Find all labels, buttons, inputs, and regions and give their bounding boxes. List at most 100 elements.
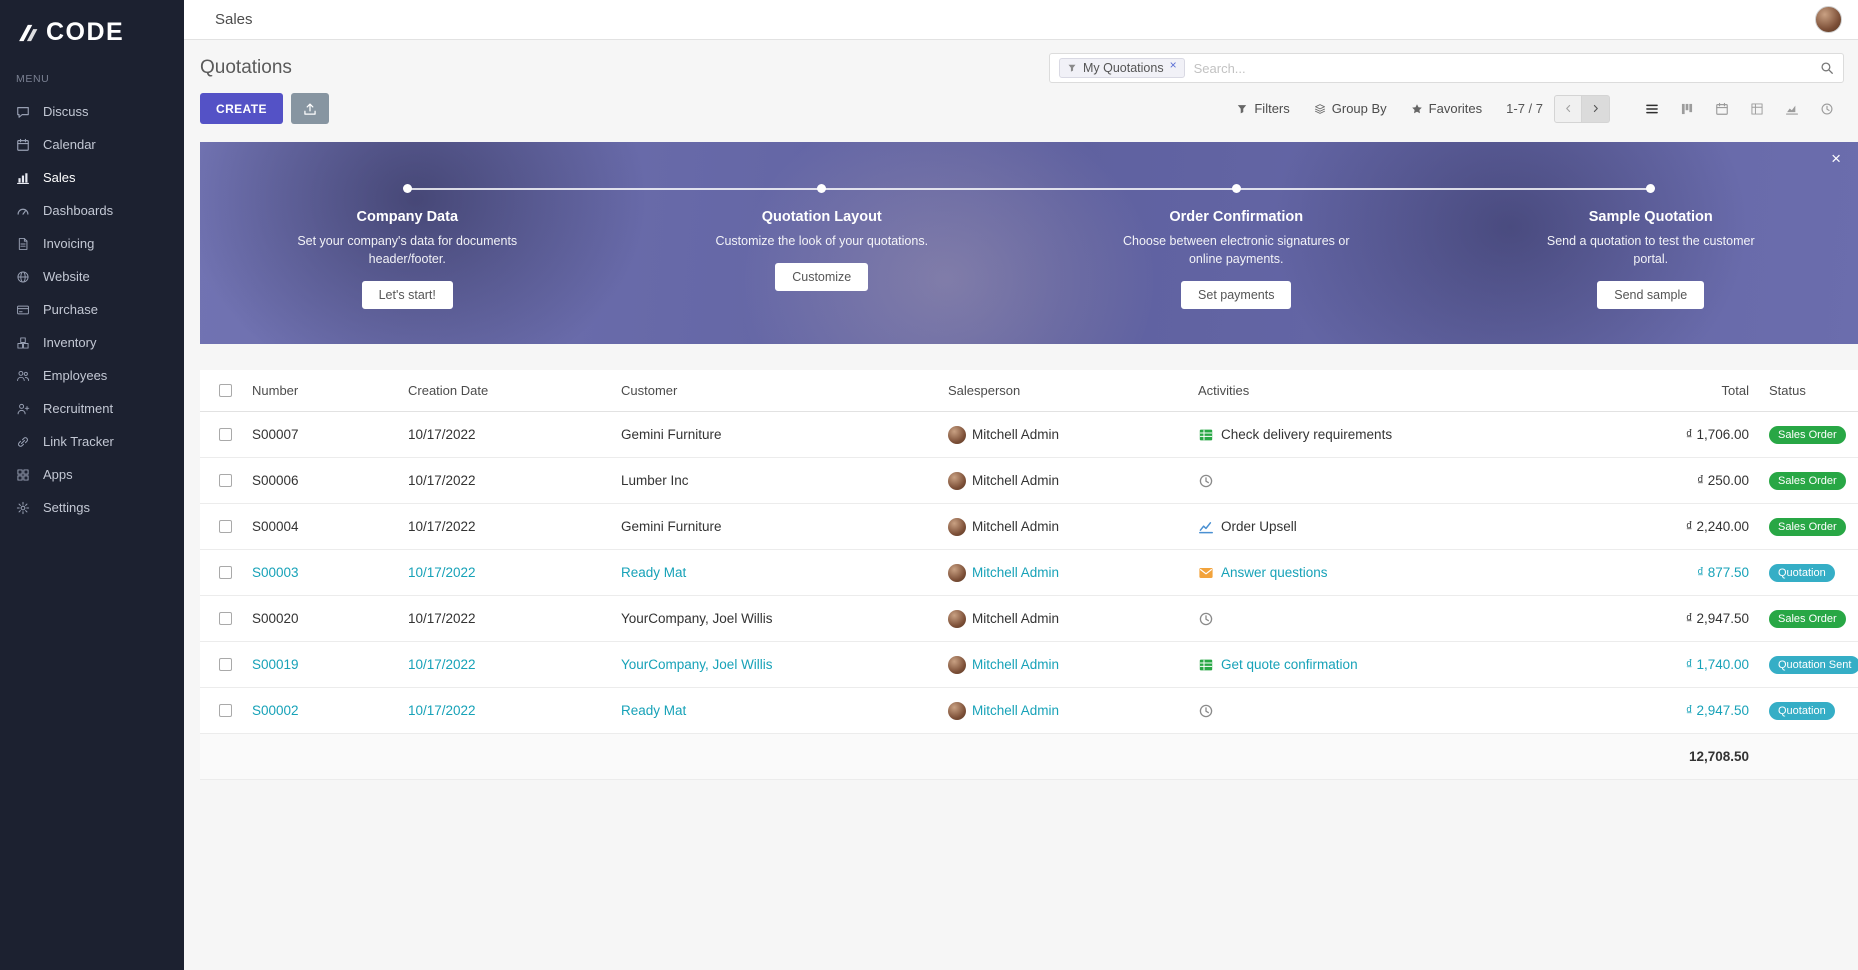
table-row[interactable]: S00020 10/17/2022 YourCompany, Joel Will… (200, 596, 1858, 642)
current-app-label[interactable]: Sales (215, 11, 253, 28)
column-header-status[interactable]: Status (1769, 383, 1806, 398)
pager-next-button[interactable] (1582, 94, 1610, 123)
cell-activities[interactable]: Get quote confirmation (1198, 657, 1559, 673)
row-checkbox[interactable] (219, 520, 232, 533)
sidebar-item-employees[interactable]: Employees (0, 359, 184, 392)
table-row[interactable]: S00006 10/17/2022 Lumber Inc Mitchell Ad… (200, 458, 1858, 504)
salesperson-avatar (948, 471, 966, 490)
sidebar-item-website[interactable]: Website (0, 260, 184, 293)
activity-label: Order Upsell (1221, 519, 1297, 534)
salesperson-avatar (948, 563, 966, 582)
table-row[interactable]: S00003 10/17/2022 Ready Mat Mitchell Adm… (200, 550, 1858, 596)
table-row[interactable]: S00019 10/17/2022 YourCompany, Joel Will… (200, 642, 1858, 688)
user-plus-icon (16, 402, 32, 416)
cell-number: S00020 (252, 611, 299, 626)
cell-activities[interactable]: Order Upsell (1198, 519, 1559, 535)
banner-close-icon[interactable]: × (1831, 149, 1841, 168)
sidebar-item-dashboards[interactable]: Dashboards (0, 194, 184, 227)
sidebar-item-label: Employees (43, 368, 108, 383)
graph-view-button[interactable] (1774, 95, 1809, 123)
kanban-view-button[interactable] (1669, 95, 1704, 123)
cell-total: ₫ 2,947.50 (1685, 703, 1749, 718)
column-header-sales[interactable]: Salesperson (948, 383, 1021, 398)
status-badge: Quotation (1769, 563, 1835, 582)
step-dot-icon (1646, 184, 1656, 193)
search-facet[interactable]: My Quotations × (1059, 58, 1185, 78)
user-avatar[interactable] (1815, 6, 1842, 33)
cell-activities[interactable]: Answer questions (1198, 565, 1559, 581)
topbar-systray (1758, 6, 1842, 33)
row-checkbox[interactable] (219, 704, 232, 717)
sidebar-item-recruitment[interactable]: Recruitment (0, 392, 184, 425)
step-title: Company Data (356, 209, 459, 225)
create-button[interactable]: CREATE (200, 93, 283, 124)
cell-creation-date: 10/17/2022 (408, 565, 476, 580)
list-view-button[interactable] (1634, 95, 1669, 123)
column-header-activity[interactable]: Activities (1198, 383, 1250, 398)
sidebar-item-inventory[interactable]: Inventory (0, 326, 184, 359)
table-row[interactable]: S00007 10/17/2022 Gemini Furniture Mitch… (200, 412, 1858, 458)
salesperson-avatar (948, 609, 966, 628)
salesperson-avatar (948, 655, 966, 674)
step-description: Set your company's data for documents he… (297, 234, 518, 267)
sidebar-item-sales[interactable]: Sales (0, 161, 184, 194)
sidebar-item-settings[interactable]: Settings (0, 491, 184, 524)
grid-icon (16, 468, 32, 482)
row-checkbox[interactable] (219, 428, 232, 441)
step-action-button[interactable]: Let's start! (361, 281, 453, 310)
sidebar-menu: Discuss Calendar Sales Dashboards Invoicing W… (0, 95, 184, 524)
table-row[interactable]: S00002 10/17/2022 Ready Mat Mitchell Adm… (200, 688, 1858, 734)
sidebar-item-discuss[interactable]: Discuss (0, 95, 184, 128)
step-action-button[interactable]: Send sample (1597, 281, 1705, 310)
link-icon (16, 435, 32, 449)
row-checkbox[interactable] (219, 566, 232, 579)
row-checkbox[interactable] (219, 612, 232, 625)
cell-number: S00002 (252, 703, 299, 718)
status-badge: Sales Order (1769, 517, 1846, 536)
cell-customer: Ready Mat (621, 703, 687, 718)
chevron-right-icon (1590, 103, 1601, 114)
group-by-button[interactable]: Group By (1314, 101, 1387, 116)
cell-activities[interactable] (1198, 473, 1559, 489)
calendar-view-button[interactable] (1704, 95, 1739, 123)
search-input[interactable] (1193, 60, 1811, 76)
cell-activities[interactable]: Check delivery requirements (1198, 427, 1559, 443)
sidebar-item-calendar[interactable]: Calendar (0, 128, 184, 161)
filters-button[interactable]: Filters (1236, 101, 1290, 116)
table-row[interactable]: S00004 10/17/2022 Gemini Furniture Mitch… (200, 504, 1858, 550)
cell-salesperson: Mitchell Admin (948, 517, 1198, 536)
search-bar[interactable]: My Quotations × (1049, 53, 1844, 83)
row-checkbox[interactable] (219, 658, 232, 671)
select-all-checkbox[interactable] (219, 384, 232, 397)
column-header-number[interactable]: Number (252, 383, 299, 398)
search-icon[interactable] (1820, 61, 1834, 75)
sidebar-item-invoicing[interactable]: Invoicing (0, 227, 184, 260)
sidebar-item-purchase[interactable]: Purchase (0, 293, 184, 326)
row-checkbox[interactable] (219, 474, 232, 487)
column-header-total[interactable]: Total (1721, 383, 1749, 398)
app-logo[interactable]: CODE (0, 0, 184, 65)
sidebar-item-link-tracker[interactable]: Link Tracker (0, 425, 184, 458)
cell-activities[interactable] (1198, 611, 1559, 627)
chart-line-icon (1198, 519, 1214, 535)
pivot-view-button[interactable] (1739, 95, 1774, 123)
import-button[interactable] (290, 93, 329, 124)
step-action-button[interactable]: Customize (775, 263, 869, 292)
activity-view-button[interactable] (1809, 95, 1844, 123)
sidebar-item-label: Inventory (43, 335, 97, 350)
cell-status: Sales Order (1769, 425, 1858, 444)
favorites-button[interactable]: Favorites (1411, 101, 1482, 116)
cell-activities[interactable] (1198, 703, 1559, 719)
facet-remove-icon[interactable]: × (1169, 58, 1177, 72)
sidebar-item-apps[interactable]: Apps (0, 458, 184, 491)
chevron-left-icon (1563, 103, 1574, 114)
pager: 1-7 / 7 (1506, 94, 1610, 123)
grand-total: 12,708.50 (1688, 749, 1749, 764)
step-action-button[interactable]: Set payments (1181, 281, 1292, 310)
cell-salesperson: Mitchell Admin (948, 655, 1198, 674)
column-header-customer[interactable]: Customer (621, 383, 678, 398)
cell-creation-date: 10/17/2022 (408, 703, 476, 718)
column-header-date[interactable]: Creation Date (408, 383, 489, 398)
pager-previous-button[interactable] (1554, 94, 1582, 123)
sidebar: CODE MENU Discuss Calendar Sales Dashboards… (0, 0, 184, 970)
